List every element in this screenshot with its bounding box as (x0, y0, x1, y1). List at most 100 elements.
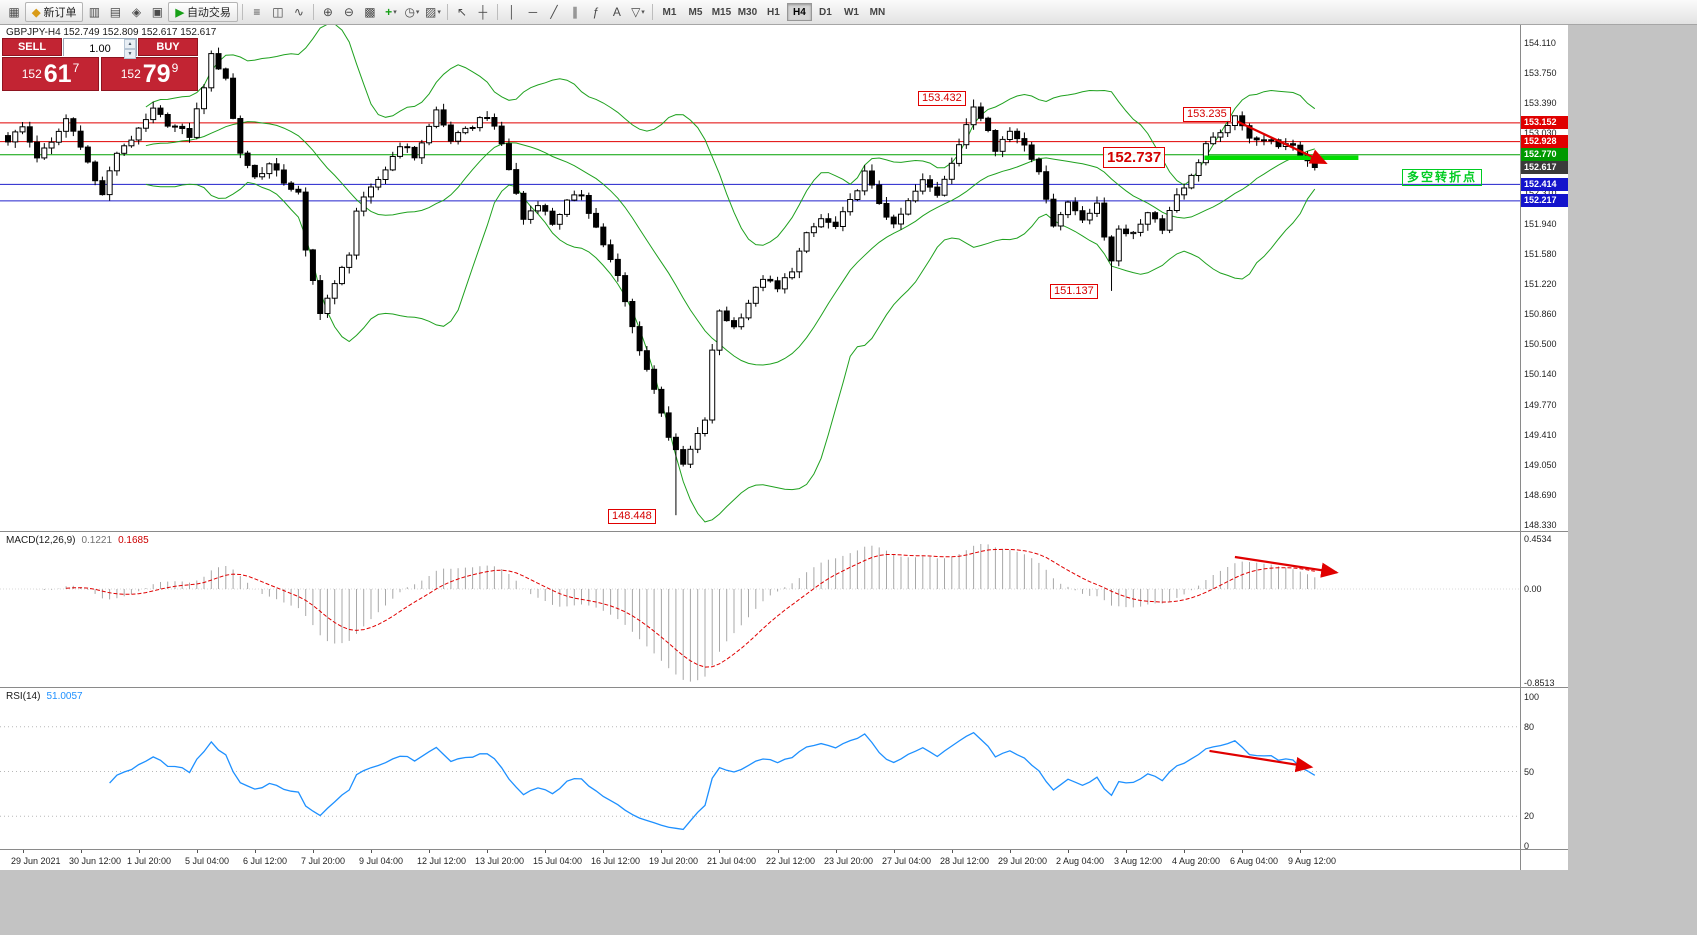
cursor-icon[interactable]: ↖ (456, 5, 467, 19)
indicators-icon[interactable]: + ▾ (385, 5, 397, 19)
timeframe-h1[interactable]: H1 (767, 6, 780, 18)
fibonacci-icon[interactable]: ƒ (592, 5, 600, 19)
price-callout[interactable]: 151.137 (1050, 284, 1098, 299)
price-scale[interactable]: 154.110153.750153.390153.030152.670152.3… (1520, 25, 1568, 870)
terminal-icon[interactable]: ▣ (151, 5, 164, 19)
timeframe-m15[interactable]: M15 (711, 6, 732, 18)
zoom-in-icon[interactable]: ⊕ (322, 5, 333, 19)
price-tag: 152.414 (1521, 177, 1568, 191)
rsi-value: 51.0057 (46, 691, 83, 702)
panel-divider[interactable] (0, 849, 1568, 850)
main-chart-panel: GBPJPY-H4 152.749 152.809 152.617 152.61… (0, 25, 1520, 531)
templates-icon[interactable]: ▨ ▾ (425, 5, 441, 19)
macd-chart[interactable] (0, 532, 1520, 687)
panel-divider[interactable] (0, 531, 1568, 532)
buy-price-sup: 9 (171, 60, 179, 75)
time-tick (778, 850, 779, 853)
buy-button[interactable]: BUY (138, 38, 198, 56)
market-watch-icon[interactable]: ▥ (88, 5, 101, 19)
horizontal-line-icon[interactable]: ─ (528, 5, 538, 19)
macd-header: MACD(12,26,9) 0.1221 0.1685 (6, 535, 149, 546)
toolbar-separator (446, 4, 448, 20)
time-axis[interactable]: 29 Jun 2021 30 Jun 12:00 1 Jul 20:00 5 Jul … (0, 850, 1520, 870)
rsi-label: RSI(14) (6, 691, 41, 702)
volume-up-icon[interactable]: ▲ (124, 39, 136, 49)
time-tick (1184, 850, 1185, 853)
arrows-icon[interactable]: ▽ ▾ (631, 5, 645, 19)
navigator-icon[interactable]: ◈ (131, 5, 142, 19)
price-callout[interactable]: 153.432 (918, 91, 966, 106)
time-tick (23, 850, 24, 853)
timeframe-m5[interactable]: M5 (688, 6, 703, 18)
macd-label: MACD(12,26,9) (6, 535, 76, 546)
time-axis-label: 9 Jul 04:00 (359, 856, 404, 866)
time-axis-label: 6 Aug 04:00 (1230, 856, 1279, 866)
time-tick (603, 850, 604, 853)
price-tag: 152.617 (1521, 161, 1568, 174)
macd-axis-label: 0.00 (1524, 584, 1542, 594)
volume-input[interactable] (64, 41, 136, 57)
price-axis-label: 149.410 (1524, 429, 1557, 440)
macd-signal-value: 0.1685 (118, 535, 149, 546)
data-window-icon[interactable]: ▤ (109, 5, 122, 19)
time-axis-label: 27 Jul 04:00 (882, 856, 932, 866)
timeframe-d1[interactable]: D1 (819, 6, 832, 18)
candlestick-chart[interactable] (0, 25, 1520, 531)
timeframe-mn[interactable]: MN (869, 6, 886, 18)
time-tick (661, 850, 662, 853)
time-axis-label: 30 Jun 12:00 (69, 856, 122, 866)
time-tick (1242, 850, 1243, 853)
line-chart-icon[interactable]: ∿ (293, 5, 304, 19)
timeframe-h4[interactable]: H4 (786, 3, 812, 21)
crosshair-icon[interactable]: ┼ (478, 5, 488, 19)
time-axis-label: 15 Jul 04:00 (533, 856, 583, 866)
time-tick (894, 850, 895, 853)
time-axis-label: 7 Jul 20:00 (301, 856, 346, 866)
macd-panel: MACD(12,26,9) 0.1221 0.1685 (0, 532, 1520, 687)
rsi-chart[interactable] (0, 688, 1520, 849)
tile-windows-icon[interactable]: ▩ (364, 5, 376, 19)
symbol-ohlc-info: GBPJPY-H4 152.749 152.809 152.617 152.61… (6, 27, 217, 38)
one-click-trade-panel: SELL ▲▼ BUY 152 61 7 152 79 9 (2, 38, 198, 91)
price-callout[interactable]: 152.737 (1103, 147, 1166, 168)
buy-quote-button[interactable]: 152 79 9 (101, 57, 198, 91)
text-icon[interactable]: A (612, 5, 621, 19)
macd-axis-label: 0.4534 (1524, 534, 1552, 544)
time-tick (139, 850, 140, 853)
price-axis-label: 153.750 (1524, 68, 1557, 78)
timeframe-m30[interactable]: M30 (737, 6, 758, 18)
trendline-icon[interactable]: ╱ (550, 5, 558, 19)
new-order-button[interactable]: ◆ 新订单 (25, 2, 84, 22)
buy-price-big: 79 (142, 60, 171, 88)
vertical-line-icon[interactable]: │ (508, 5, 516, 19)
periods-icon[interactable]: ◷ ▾ (404, 5, 420, 19)
sell-button[interactable]: SELL (2, 38, 62, 56)
time-tick (1010, 850, 1011, 853)
time-tick (371, 850, 372, 853)
rsi-axis-label: 50 (1524, 766, 1535, 777)
price-callout[interactable]: 153.235 (1183, 107, 1231, 122)
volume-down-icon[interactable]: ▼ (124, 49, 136, 59)
price-callout[interactable]: 148.448 (608, 509, 656, 524)
autotrading-button[interactable]: ▶ 自动交易 (168, 2, 238, 22)
sell-quote-button[interactable]: 152 61 7 (2, 57, 99, 91)
time-tick (313, 850, 314, 853)
time-tick (1300, 850, 1301, 853)
drawn-arrow[interactable] (1209, 749, 1314, 773)
zoom-out-icon[interactable]: ⊖ (343, 5, 354, 19)
turning-point-note[interactable]: 多空转折点 (1402, 169, 1483, 186)
candlestick-chart-icon[interactable]: ◫ (272, 5, 284, 19)
new-chart-icon[interactable]: ▦ (8, 5, 20, 19)
price-axis-label: 151.940 (1524, 219, 1557, 229)
timeframe-w1[interactable]: W1 (843, 6, 859, 18)
price-axis-label: 148.690 (1524, 490, 1557, 500)
drawn-arrow[interactable] (1236, 120, 1328, 165)
channel-icon[interactable]: ∥ (571, 5, 578, 19)
time-axis-label: 6 Jul 12:00 (243, 856, 288, 866)
drawn-arrow[interactable] (1234, 555, 1339, 578)
toolbar-separator (241, 4, 243, 20)
bar-chart-icon[interactable]: ≡ (253, 5, 261, 19)
panel-divider[interactable] (0, 687, 1568, 688)
timeframe-m1[interactable]: M1 (662, 6, 677, 18)
